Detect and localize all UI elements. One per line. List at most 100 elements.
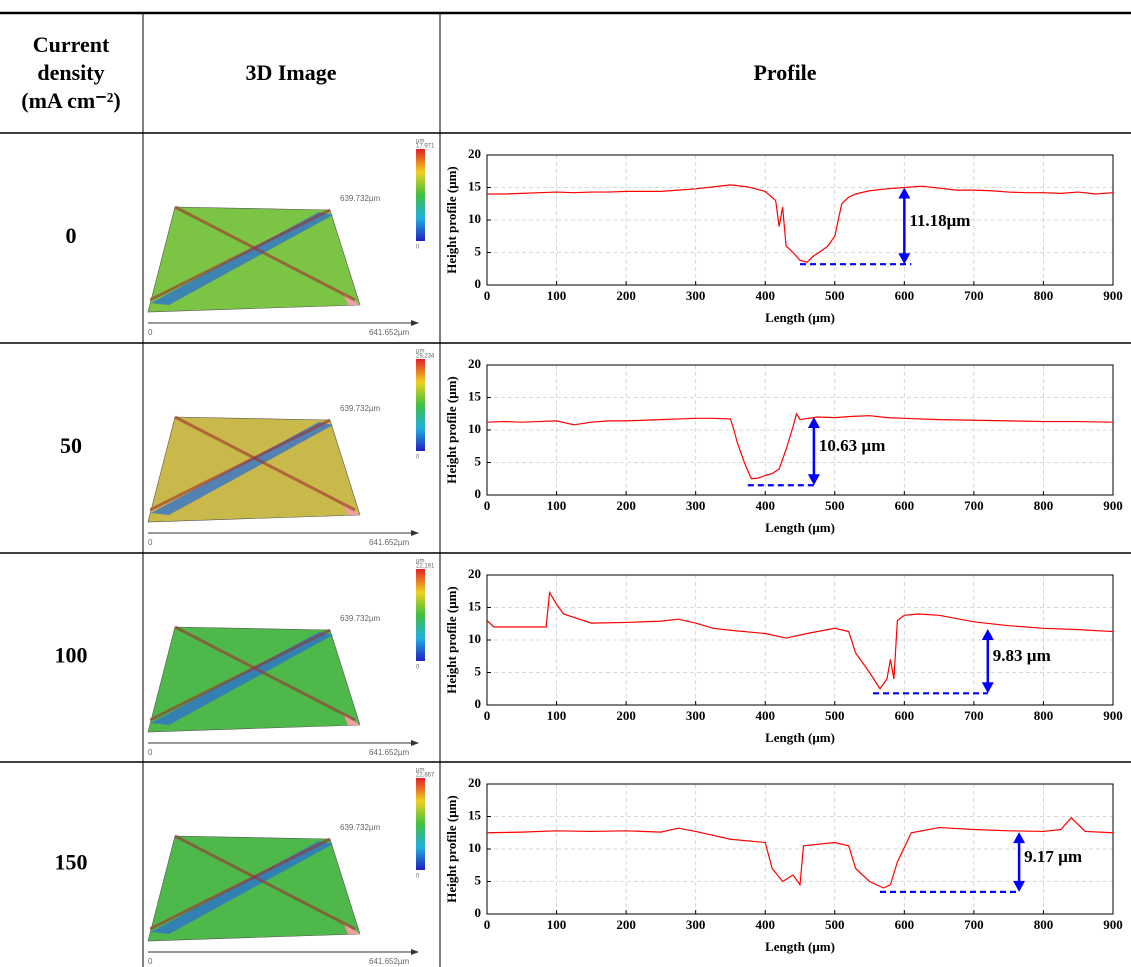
x-tick-label: 800	[1034, 708, 1054, 723]
x-tick-label: 800	[1034, 498, 1054, 513]
x-tick-label: 400	[755, 917, 775, 932]
x-extent: 641.652µm	[369, 328, 410, 337]
arrow-head	[898, 188, 910, 199]
colorbar-min: 0	[416, 665, 420, 671]
y-extent: 639.732µm	[340, 404, 381, 413]
x-tick-label: 100	[547, 498, 567, 513]
x-axis-label: Length (μm)	[765, 310, 835, 325]
y-tick-label: 15	[468, 598, 482, 613]
y-tick-label: 0	[475, 276, 482, 291]
depth-label: 10.63 µm	[819, 436, 885, 455]
x-tick-label: 700	[964, 708, 984, 723]
arrow-head	[1013, 881, 1025, 892]
y-tick-label: 10	[468, 421, 481, 436]
x-axis-label: Length (μm)	[765, 730, 835, 745]
header-cell: Profile	[753, 60, 816, 85]
y-tick-label: 10	[468, 840, 481, 855]
x-axis-label: Length (μm)	[765, 520, 835, 535]
density-cell: 100	[55, 643, 88, 668]
y-tick-label: 10	[468, 631, 481, 646]
y-axis-label: Height profile (μm)	[444, 795, 459, 903]
x-tick-label: 900	[1103, 708, 1123, 723]
color-bar	[416, 778, 425, 870]
axis-arrow	[411, 949, 419, 955]
color-bar	[416, 569, 425, 661]
y-tick-label: 20	[468, 356, 481, 371]
x-tick-label: 100	[547, 708, 567, 723]
x-tick-label: 600	[895, 288, 915, 303]
colorbar-min: 0	[416, 455, 420, 461]
colorbar-max: 29.234	[416, 354, 435, 360]
axis-arrow	[411, 530, 419, 536]
depth-label: 9.83 µm	[993, 646, 1051, 665]
colorbar-min: 0	[416, 245, 420, 251]
x-tick-label: 200	[616, 498, 636, 513]
density-cell: 0	[66, 223, 77, 248]
x-tick-label: 200	[616, 288, 636, 303]
origin: 0	[148, 748, 153, 757]
y-tick-label: 5	[475, 872, 482, 887]
x-tick-label: 300	[686, 288, 706, 303]
surface-image: µm17.9710639.732µm0641.652µm	[148, 139, 435, 338]
header-cell: 3D Image	[245, 60, 336, 85]
profile-curve	[487, 414, 1113, 479]
x-tick-label: 500	[825, 708, 845, 723]
arrow-head	[898, 253, 910, 264]
arrow-head	[982, 629, 994, 640]
x-tick-label: 200	[616, 917, 636, 932]
axis-arrow	[411, 320, 419, 326]
color-bar	[416, 149, 425, 241]
x-tick-label: 100	[547, 917, 567, 932]
y-tick-label: 20	[468, 775, 481, 790]
origin: 0	[148, 538, 153, 547]
arrow-head	[982, 682, 994, 693]
x-tick-label: 0	[484, 288, 491, 303]
y-tick-label: 5	[475, 453, 482, 468]
density-cell: 150	[55, 850, 88, 875]
x-extent: 641.652µm	[369, 538, 410, 547]
y-axis-label: Height profile (μm)	[444, 166, 459, 274]
x-tick-label: 0	[484, 498, 491, 513]
colorbar-min: 0	[416, 874, 420, 880]
x-axis-label: Length (μm)	[765, 939, 835, 954]
density-cell: 50	[60, 433, 82, 458]
x-tick-label: 700	[964, 917, 984, 932]
y-tick-label: 10	[468, 211, 481, 226]
y-tick-label: 15	[468, 807, 482, 822]
arrow-head	[808, 474, 820, 485]
x-tick-label: 500	[825, 288, 845, 303]
arrow-head	[1013, 832, 1025, 843]
x-tick-label: 300	[686, 498, 706, 513]
depth-label: 11.18μm	[909, 211, 970, 230]
colorbar-max: 17.971	[416, 144, 435, 150]
x-tick-label: 900	[1103, 917, 1123, 932]
origin: 0	[148, 328, 153, 337]
x-tick-label: 800	[1034, 917, 1054, 932]
y-tick-label: 0	[475, 905, 482, 920]
x-tick-label: 700	[964, 288, 984, 303]
header-cell: Current	[33, 32, 110, 57]
y-tick-label: 0	[475, 486, 482, 501]
x-tick-label: 200	[616, 708, 636, 723]
y-tick-label: 5	[475, 663, 482, 678]
origin: 0	[148, 957, 153, 966]
y-tick-label: 15	[468, 388, 482, 403]
x-tick-label: 500	[825, 498, 845, 513]
y-tick-label: 0	[475, 696, 482, 711]
x-tick-label: 0	[484, 708, 491, 723]
header-cell: density	[37, 60, 104, 85]
depth-label: 9.17 µm	[1024, 847, 1082, 866]
x-tick-label: 700	[964, 498, 984, 513]
x-tick-label: 600	[895, 498, 915, 513]
page: Current density (mA cm⁻²) 3D Image Profi…	[0, 0, 1131, 967]
y-axis-label: Height profile (μm)	[444, 376, 459, 484]
x-tick-label: 400	[755, 288, 775, 303]
x-extent: 641.652µm	[369, 748, 410, 757]
axis-arrow	[411, 740, 419, 746]
x-tick-label: 600	[895, 917, 915, 932]
x-tick-label: 100	[547, 288, 567, 303]
y-tick-label: 20	[468, 566, 481, 581]
